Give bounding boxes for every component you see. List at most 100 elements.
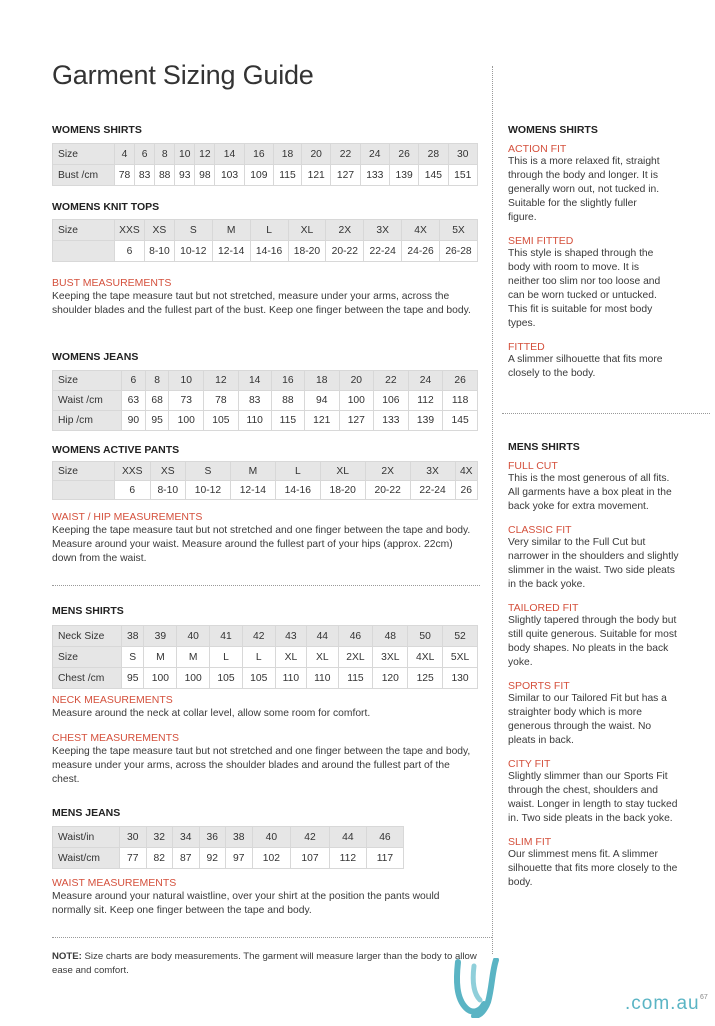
table-cell: 83 [237,390,272,411]
table-cell: 95 [144,410,170,431]
note-label: NOTE: [52,951,82,962]
table-cell: 2X [364,461,411,481]
table-cell: 38 [120,625,145,647]
table-cell: 6 [114,240,145,262]
table-cell: 36 [198,826,226,848]
row-label-cell: Size [52,370,122,391]
table-cell: 125 [407,667,444,689]
table-row: Size XXS XS S M L XL 2X 3X 4X 5X [52,219,478,241]
row-label-cell: Size [52,646,122,668]
table-cell: 44 [328,826,367,848]
table-cell: 8-10 [149,480,186,500]
table-cell: 18 [303,370,340,391]
note-text: Size charts are body measurements. The g… [52,951,477,976]
waist-hip-measurements-heading: WAIST / HIP MEASUREMENTS [52,511,203,523]
fit-name: FULL CUT [508,460,558,472]
table-cell: 40 [251,826,292,848]
table-cell: 22 [330,143,361,165]
table-cell: 73 [168,390,205,411]
table-cell: 68 [144,390,170,411]
table-row: Hip /cm 90 95 100 105 110 115 121 127 133 139 145 [52,410,478,431]
womens-active-pants-heading: WOMENS ACTIVE PANTS [52,444,180,456]
table-cell: 5X [439,219,478,241]
table-cell: 10 [168,370,205,391]
table-cell: 10 [174,143,196,165]
row-label-cell: Waist /cm [52,390,122,411]
neck-measurements-heading: NECK MEASUREMENTS [52,694,173,706]
table-row: Waist /cm 63 68 73 78 83 88 94 100 106 112 118 [52,390,478,411]
table-cell: 112 [328,847,367,869]
table-cell: 88 [154,164,176,186]
fit-item: TAILORED FIT Slightly tapered through the… [508,602,708,670]
row-label-cell: Size [52,461,115,481]
table-cell: 6 [134,143,156,165]
fit-description: This style is shaped through the body wi… [508,248,661,329]
table-cell: 12-14 [211,240,251,262]
table-cell: 18 [272,143,303,165]
table-cell: 127 [338,410,375,431]
table-cell: 26 [454,480,479,500]
table-cell: 16 [270,370,305,391]
chest-measurements-text: Keeping the tape measure taut but not st… [52,746,471,785]
table-cell: 8 [144,370,170,391]
row-label-cell: Size [52,219,115,241]
table-cell: 18-20 [319,480,366,500]
table-cell: 98 [194,164,216,186]
fit-item: FULL CUT This is the most generous of all… [508,460,708,514]
mens-jeans-table: Waist/in 30 32 34 36 38 40 42 44 46 Waist/cm 77 82 87… [52,826,405,869]
mens-fits-list: FULL CUT This is the most generous of all… [508,460,708,900]
table-cell: XL [287,219,327,241]
table-cell: XL [319,461,366,481]
neck-measurements-text: Measure around the neck at collar level,… [52,708,371,719]
table-cell: XS [149,461,186,481]
table-cell: 39 [143,625,178,647]
table-cell: 14-16 [274,480,321,500]
table-cell: 22 [373,370,409,391]
table-cell: 6 [114,480,151,500]
note: NOTE: Size charts are body measurements.… [52,950,477,978]
table-cell: 22-24 [363,240,403,262]
table-row: Bust /cm 78 83 88 93 98 103 109 115 121 127 133 139 1… [52,164,479,186]
row-label-cell: Hip /cm [52,410,122,431]
womens-fits-heading: WOMENS SHIRTS [508,124,598,136]
fit-description: This is a more relaxed fit, straight thr… [508,156,660,223]
fit-description: Very similar to the Full Cut but narrowe… [508,537,679,590]
table-row: Size 4 6 8 10 12 14 16 18 20 22 24 26 28 30 [52,143,479,165]
table-row: Waist/cm 77 82 87 92 97 102 107 112 117 [52,847,405,869]
table-cell: 83 [134,164,156,186]
row-label-cell: Size [52,143,115,165]
womens-shirts-heading: WOMENS SHIRTS [52,124,142,136]
table-cell: 16 [243,143,274,165]
table-cell: 118 [442,390,478,411]
section-divider [52,937,492,938]
table-cell: 97 [225,847,253,869]
fit-item: SEMI FITTED This style is shaped through … [508,235,708,331]
row-label-cell: Chest /cm [52,667,122,689]
table-cell: 133 [373,410,409,431]
table-cell: 4X [401,219,440,241]
table-cell: 112 [407,390,444,411]
table-cell: 95 [120,667,145,689]
table-cell: 139 [388,164,420,186]
table-row: Chest /cm 95 100 100 105 105 110 110 115 120 125 13… [52,667,478,689]
table-cell: 12 [194,143,216,165]
table-cell: 151 [447,164,479,186]
womens-fits-list: ACTION FIT This is a more relaxed fit, st… [508,143,708,391]
row-label-cell: Neck Size [52,625,122,647]
table-cell: 20-22 [364,480,411,500]
waist-measurements-heading: WAIST MEASUREMENTS [52,877,177,889]
table-cell: 100 [338,390,375,411]
table-cell: S [120,646,145,668]
table-cell: M [176,646,211,668]
fit-item: SLIM FIT Our slimmest mens fit. A slimmer… [508,836,708,890]
womens-active-pants-table: Size XXS XS S M L XL 2X 3X 4X 6 8-10 10-12 12-14 14-16… [52,461,479,500]
fit-name: SPORTS FIT [508,680,570,692]
fit-description: Slightly slimmer than our Sports Fit thr… [508,771,678,824]
section-divider [52,585,480,586]
table-cell: 120 [372,667,409,689]
table-cell: 102 [251,847,292,869]
table-cell: 26-28 [439,240,478,262]
womens-jeans-heading: WOMENS JEANS [52,351,139,363]
row-label-cell: Waist/cm [52,847,120,869]
table-cell: 12-14 [229,480,276,500]
